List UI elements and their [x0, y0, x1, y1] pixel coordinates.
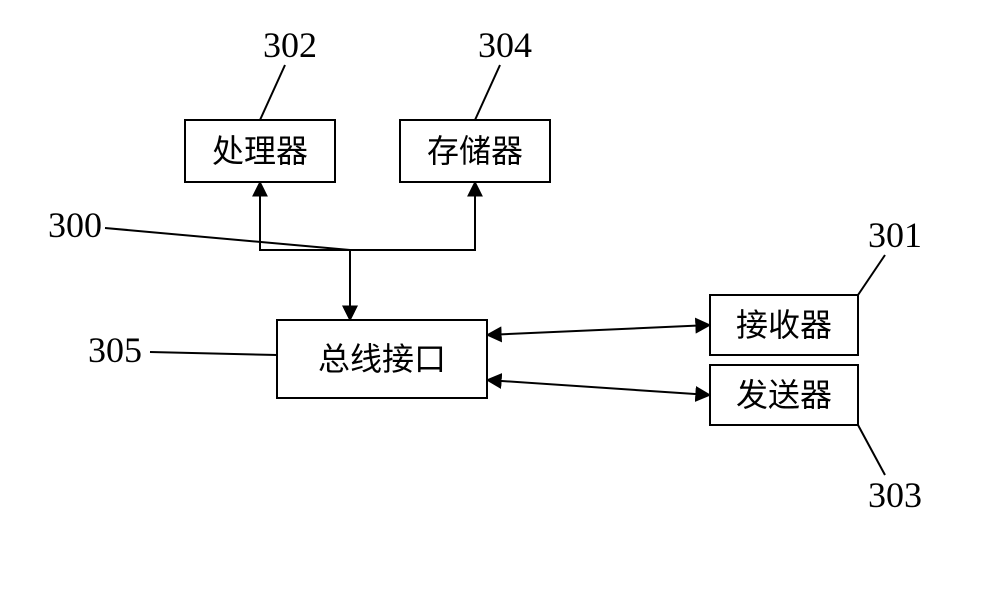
ref-label-ref302: 302 [263, 25, 317, 65]
ref-label-ref300: 300 [48, 205, 102, 245]
node-processor: 处理器 [185, 120, 335, 182]
node-receiver-label: 接收器 [736, 307, 832, 343]
edge-e_bus_send [487, 380, 710, 395]
edge-e_bus_proc [260, 182, 350, 320]
node-memory-label: 存储器 [427, 133, 523, 169]
node-memory: 存储器 [400, 120, 550, 182]
ref-leader-ref303 [858, 425, 885, 475]
ref-label-ref305: 305 [88, 330, 142, 370]
node-processor-label: 处理器 [212, 133, 308, 169]
node-receiver: 接收器 [710, 295, 858, 355]
ref-leader-ref305 [150, 352, 277, 355]
node-bus_interface-label: 总线接口 [318, 341, 446, 377]
node-transmitter-label: 发送器 [736, 377, 832, 413]
ref-leader-ref304 [475, 65, 500, 120]
ref-leader-ref301 [858, 255, 885, 295]
ref-leader-ref300 [105, 228, 350, 250]
ref-leader-ref302 [260, 65, 285, 120]
node-bus_interface: 总线接口 [277, 320, 487, 398]
edge-e_bus_recv [487, 325, 710, 335]
ref-label-ref303: 303 [868, 475, 922, 515]
edge-e_bus_mem [350, 182, 475, 320]
ref-label-ref304: 304 [478, 25, 532, 65]
node-transmitter: 发送器 [710, 365, 858, 425]
ref-label-ref301: 301 [868, 215, 922, 255]
